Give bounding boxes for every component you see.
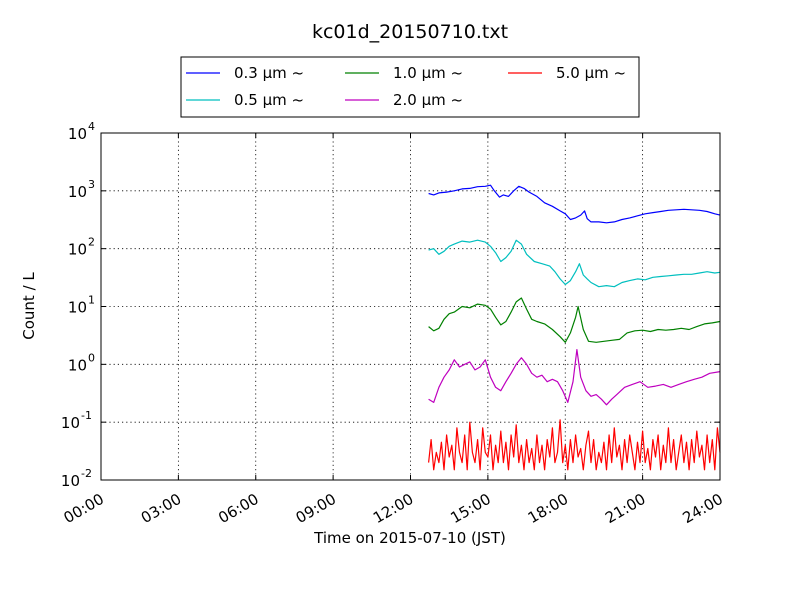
x-axis-label: Time on 2015-07-10 (JST) bbox=[313, 529, 506, 547]
y-tick-exponent: 3 bbox=[88, 178, 95, 191]
series-line-2-0um bbox=[428, 349, 721, 406]
legend-item: 2.0 μm ~ bbox=[345, 91, 463, 109]
legend-item: 0.5 μm ~ bbox=[186, 91, 304, 109]
y-tick-label: 10 0 bbox=[68, 351, 95, 374]
legend-label: 5.0 μm ~ bbox=[556, 64, 626, 82]
ticks bbox=[100, 132, 721, 481]
legend-item: 0.3 μm ~ bbox=[186, 64, 304, 82]
y-tick-base: 10 bbox=[68, 125, 87, 143]
y-tick-exponent: -2 bbox=[81, 467, 92, 480]
legend-label: 0.3 μm ~ bbox=[234, 64, 304, 82]
legend: 0.3 μm ~ 0.5 μm ~ 1.0 μm ~ 2.0 μm ~ 5.0 μm ~ bbox=[180, 56, 640, 118]
legend-label: 0.5 μm ~ bbox=[234, 91, 304, 109]
series-line-5-0um bbox=[428, 419, 721, 471]
y-tick-base: 10 bbox=[68, 241, 87, 259]
y-tick-base: 10 bbox=[68, 356, 87, 374]
series-line-0-3um bbox=[428, 184, 721, 224]
y-tick-label: 10 2 bbox=[68, 236, 95, 259]
legend-label: 2.0 μm ~ bbox=[393, 91, 463, 109]
y-tick-base: 10 bbox=[68, 183, 87, 201]
y-tick-exponent: -1 bbox=[81, 409, 92, 422]
legend-box bbox=[180, 56, 640, 118]
legend-item: 5.0 μm ~ bbox=[508, 64, 626, 82]
legend-item: 1.0 μm ~ bbox=[345, 64, 463, 82]
y-tick-exponent: 0 bbox=[88, 351, 95, 364]
y-tick-label: 10 -1 bbox=[61, 409, 92, 432]
y-tick-base: 10 bbox=[61, 472, 80, 490]
y-tick-base: 10 bbox=[68, 299, 87, 317]
y-tick-exponent: 2 bbox=[88, 236, 95, 249]
y-tick-label: 10 4 bbox=[68, 120, 95, 143]
series-line-0-5um bbox=[428, 239, 721, 288]
series-line-1-0um bbox=[428, 297, 721, 343]
legend-label: 1.0 μm ~ bbox=[393, 64, 463, 82]
y-axis-label: Count / L bbox=[20, 272, 38, 340]
y-tick-exponent: 1 bbox=[88, 294, 95, 307]
y-tick-label: 10 -2 bbox=[61, 467, 92, 490]
y-tick-base: 10 bbox=[61, 414, 80, 432]
chart-title: kc01d_20150710.txt bbox=[312, 21, 508, 43]
y-tick-exponent: 4 bbox=[88, 120, 95, 133]
y-tick-label: 10 1 bbox=[68, 294, 95, 317]
series-group bbox=[428, 184, 721, 471]
y-tick-label: 10 3 bbox=[68, 178, 95, 201]
